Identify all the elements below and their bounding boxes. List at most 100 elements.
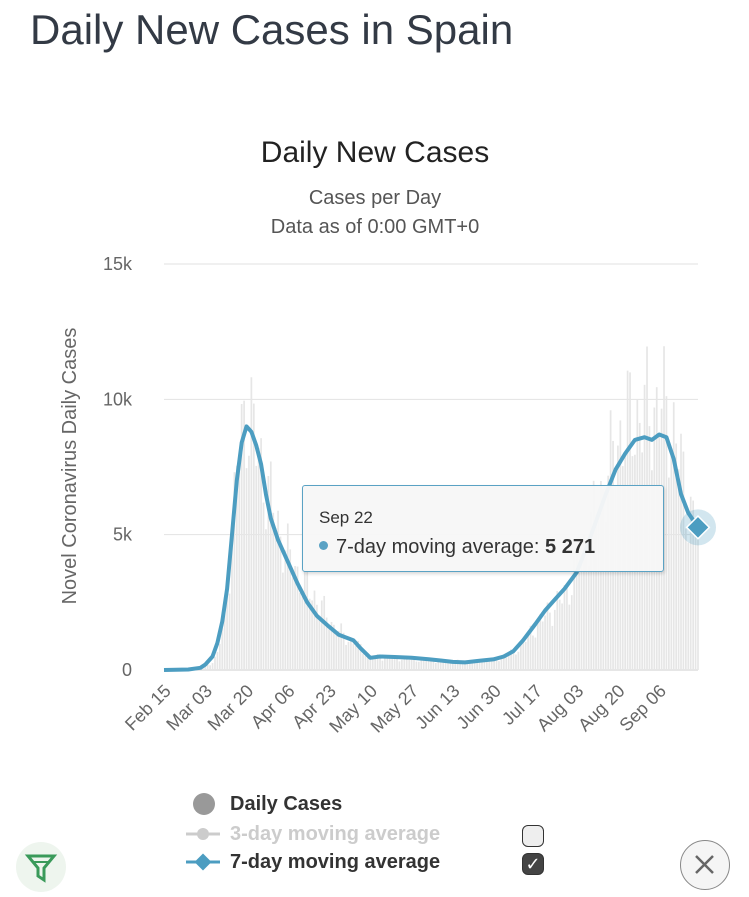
daily-bar [585, 557, 587, 670]
daily-bar [554, 610, 556, 670]
daily-bar [246, 468, 248, 670]
daily-bar [518, 652, 520, 670]
chart-subtitle-2: Data as of 0:00 GMT+0 [271, 216, 479, 238]
y-tick-label: 0 [122, 660, 132, 680]
daily-bar [391, 658, 393, 670]
tooltip-line: 7-day moving average: 5 271 [319, 536, 595, 559]
daily-bar [299, 593, 301, 670]
daily-bar [539, 614, 541, 670]
daily-bar [588, 566, 590, 670]
x-tick-label: Mar 20 [204, 681, 258, 735]
x-tick-label: Sep 06 [616, 681, 670, 735]
daily-bar [287, 524, 289, 670]
legend-label-ma3: 3-day moving average [230, 823, 440, 845]
legend-item-ma3[interactable]: 3-day moving average [230, 823, 440, 846]
y-axis-label: Novel Coronavirus Daily Cases [59, 328, 81, 605]
daily-bar [571, 595, 573, 670]
daily-bar [302, 591, 304, 670]
daily-bar [345, 645, 347, 670]
daily-bar [340, 623, 342, 670]
ma3-checkbox[interactable] [522, 825, 544, 847]
daily-bar [399, 661, 401, 670]
legend-label-daily: Daily Cases [230, 793, 342, 815]
daily-bar [685, 529, 687, 670]
ma7-checkbox[interactable]: ✓ [522, 853, 544, 875]
daily-bar [318, 616, 320, 670]
hover-marker [680, 509, 716, 545]
legend-item-daily[interactable]: Daily Cases [230, 793, 342, 816]
daily-bar [255, 466, 257, 670]
daily-bar [384, 657, 386, 670]
legend-item-ma7[interactable]: 7-day moving average [230, 851, 440, 874]
daily-bar [425, 661, 427, 670]
daily-bar [418, 662, 420, 670]
daily-bar [352, 644, 354, 670]
daily-bar [238, 466, 240, 670]
daily-bar [673, 402, 675, 670]
daily-bar [532, 636, 534, 670]
daily-bar [219, 644, 221, 670]
legend-label-ma7: 7-day moving average [230, 851, 440, 873]
daily-bar [479, 662, 481, 670]
daily-bar [559, 600, 561, 670]
tooltip-date: Sep 22 [319, 508, 373, 528]
legend-daily-symbol [193, 793, 215, 815]
daily-bar [282, 573, 284, 670]
tooltip-dot [319, 541, 328, 550]
daily-bar [396, 658, 398, 670]
daily-bar [505, 658, 507, 670]
x-tick-label: Jun 13 [411, 681, 463, 733]
daily-bar [547, 602, 549, 670]
y-tick-label: 10k [103, 389, 133, 409]
daily-bar [328, 629, 330, 670]
daily-bar [561, 603, 563, 670]
daily-bar [544, 616, 546, 670]
daily-bar [217, 652, 219, 670]
chart-subtitle-1: Cases per Day [309, 187, 441, 209]
daily-bar [365, 656, 367, 670]
daily-bar [488, 662, 490, 670]
tooltip-value: 5 271 [545, 536, 595, 558]
daily-bar [670, 449, 672, 670]
x-tick-label: Feb 15 [121, 681, 175, 735]
daily-bar [229, 594, 231, 670]
daily-bar [372, 658, 374, 670]
daily-bar [498, 661, 500, 670]
daily-bar [564, 585, 566, 670]
daily-bar [471, 663, 473, 670]
x-tick-label: Apr 06 [247, 681, 299, 733]
daily-bar [578, 570, 580, 670]
daily-bar [209, 665, 211, 670]
daily-bar [433, 661, 435, 670]
filter-icon[interactable] [16, 842, 66, 892]
daily-bar [212, 663, 214, 670]
daily-bar [542, 621, 544, 670]
daily-bar [270, 461, 272, 670]
daily-bar [258, 448, 260, 670]
daily-bar [678, 469, 680, 670]
close-icon[interactable] [680, 840, 730, 890]
daily-bar [348, 642, 350, 670]
x-tick-label: Jun 30 [453, 681, 505, 733]
daily-bar [481, 662, 483, 670]
daily-bar [416, 661, 418, 670]
daily-bar [335, 635, 337, 670]
daily-bar [251, 377, 253, 670]
daily-bar [406, 658, 408, 670]
legend-ma3-dot [197, 828, 209, 840]
daily-bar [435, 663, 437, 670]
chart-title: Daily New Cases [261, 136, 489, 169]
daily-bar [411, 658, 413, 670]
daily-bar [248, 456, 250, 670]
daily-bar [680, 434, 682, 670]
daily-bar [408, 660, 410, 670]
daily-bar [323, 596, 325, 670]
daily-bar [687, 543, 689, 670]
daily-bar [272, 513, 274, 670]
daily-bar [304, 563, 306, 670]
daily-bar [668, 478, 670, 670]
daily-bar [525, 642, 527, 670]
daily-bar [306, 569, 308, 670]
